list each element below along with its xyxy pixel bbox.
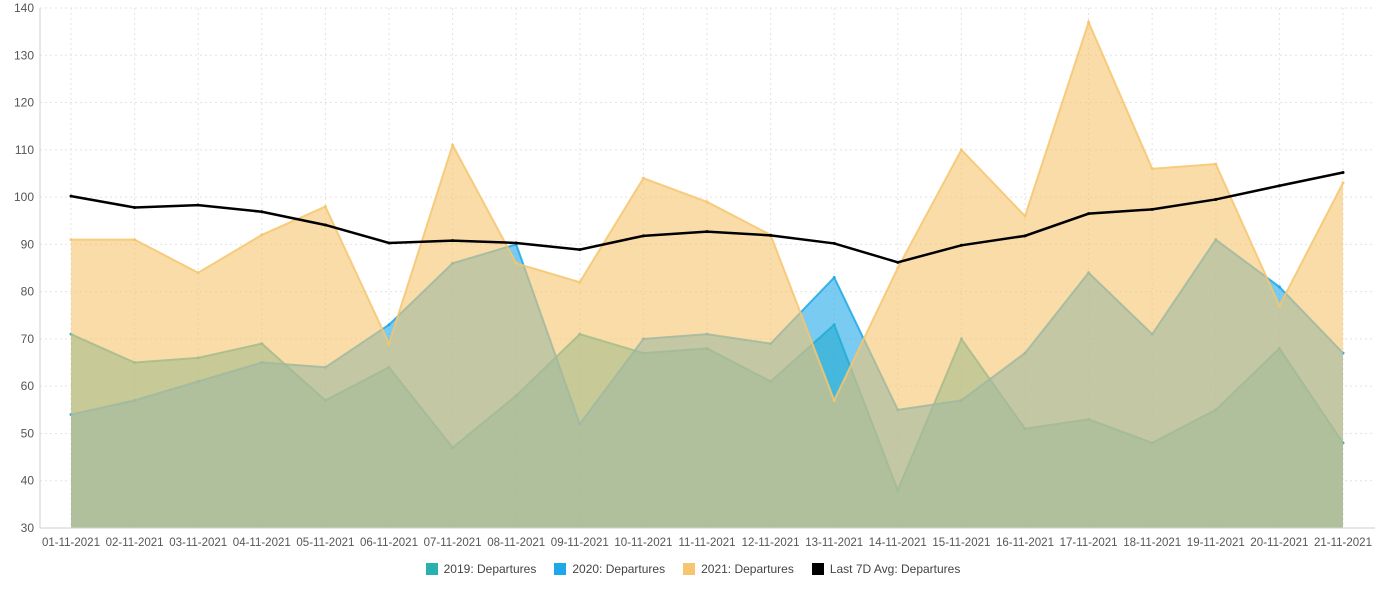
point-2020-departures xyxy=(387,323,391,327)
point-2021-departures xyxy=(641,176,645,180)
axes: 30 40 50 60 70 80 90 100 110 120 130 140 01-11-2021 0… xyxy=(14,1,1375,549)
point-last-7d-avg-departures xyxy=(1341,171,1345,175)
point-2021-departures xyxy=(832,398,836,402)
x-tick-label: 01-11-2021 xyxy=(42,537,100,549)
y-tick-label: 60 xyxy=(21,379,35,393)
point-2021-departures xyxy=(1087,20,1091,24)
y-tick-label: 50 xyxy=(21,426,35,440)
area-2021-departures xyxy=(71,22,1343,528)
point-2021-departures xyxy=(1150,167,1154,171)
point-2021-departures xyxy=(1023,214,1027,218)
legend: 2019: Departures 2020: Departures 2021: De… xyxy=(0,562,1386,576)
x-tick-label: 10-11-2021 xyxy=(614,537,672,549)
y-tick-label: 90 xyxy=(21,237,35,251)
x-tick-label: 08-11-2021 xyxy=(487,537,545,549)
point-last-7d-avg-departures xyxy=(387,241,391,245)
point-last-7d-avg-departures xyxy=(451,239,455,243)
x-tick-label: 16-11-2021 xyxy=(996,537,1054,549)
y-tick-label: 140 xyxy=(14,1,34,15)
point-2021-departures xyxy=(451,143,455,147)
y-tick-label: 80 xyxy=(21,285,35,299)
x-tick-label: 21-11-2021 xyxy=(1314,537,1372,549)
point-last-7d-avg-departures xyxy=(196,203,200,207)
x-tick-label: 13-11-2021 xyxy=(805,537,863,549)
x-tick-label: 19-11-2021 xyxy=(1187,537,1245,549)
legend-item-last-7d-avg-departures[interactable]: Last 7D Avg: Departures xyxy=(811,562,961,576)
x-tick-label: 06-11-2021 xyxy=(360,537,418,549)
point-last-7d-avg-departures xyxy=(1277,184,1281,188)
point-last-7d-avg-departures xyxy=(832,241,836,245)
point-last-7d-avg-departures xyxy=(514,241,518,245)
x-tick-label: 20-11-2021 xyxy=(1250,537,1308,549)
y-tick-label: 110 xyxy=(15,143,34,157)
point-last-7d-avg-departures xyxy=(1214,197,1218,201)
x-tick-label: 17-11-2021 xyxy=(1060,537,1118,549)
legend-swatch xyxy=(683,563,696,575)
y-tick-label: 70 xyxy=(21,332,35,346)
x-tick-label: 07-11-2021 xyxy=(424,537,482,549)
point-last-7d-avg-departures xyxy=(69,194,73,198)
point-2020-departures xyxy=(832,275,836,279)
avg-line-layer xyxy=(69,171,1345,264)
legend-label: 2021: Departures xyxy=(701,562,794,576)
legend-swatch xyxy=(811,563,824,575)
x-tick-label: 05-11-2021 xyxy=(296,537,354,549)
legend-label: Last 7D Avg: Departures xyxy=(829,562,961,576)
y-tick-label: 30 xyxy=(21,521,35,535)
point-2021-departures xyxy=(1341,181,1345,185)
point-last-7d-avg-departures xyxy=(959,243,963,247)
point-2021-departures xyxy=(514,261,518,265)
point-2021-departures xyxy=(896,266,900,270)
point-2021-departures xyxy=(387,342,391,346)
x-tick-label: 02-11-2021 xyxy=(106,537,164,549)
legend-label: 2019: Departures xyxy=(443,562,537,576)
legend-label: 2020: Departures xyxy=(572,562,666,576)
point-2021-departures xyxy=(323,205,327,209)
point-2021-departures xyxy=(133,238,137,242)
point-last-7d-avg-departures xyxy=(260,210,264,214)
point-2021-departures xyxy=(1214,162,1218,166)
point-last-7d-avg-departures xyxy=(641,234,645,238)
point-last-7d-avg-departures xyxy=(323,223,327,227)
point-last-7d-avg-departures xyxy=(1150,207,1154,211)
point-2021-departures xyxy=(196,271,200,275)
point-last-7d-avg-departures xyxy=(769,233,773,237)
x-tick-label: 14-11-2021 xyxy=(869,537,927,549)
point-2021-departures xyxy=(959,148,963,152)
x-tick-label: 04-11-2021 xyxy=(233,537,291,549)
legend-item-2020-departures[interactable]: 2020: Departures xyxy=(554,562,665,576)
point-2021-departures xyxy=(578,280,582,284)
point-2021-departures xyxy=(69,238,73,242)
point-2021-departures xyxy=(260,233,264,237)
y-tick-label: 130 xyxy=(14,48,34,62)
x-tick-label: 09-11-2021 xyxy=(551,537,609,549)
y-tick-label: 40 xyxy=(21,474,35,488)
x-tick-label: 12-11-2021 xyxy=(742,537,800,549)
x-tick-label: 11-11-2021 xyxy=(678,537,735,549)
point-last-7d-avg-departures xyxy=(1087,212,1091,216)
point-last-7d-avg-departures xyxy=(578,248,582,252)
point-2020-departures xyxy=(1277,285,1281,289)
point-last-7d-avg-departures xyxy=(896,260,900,264)
x-tick-label: 15-11-2021 xyxy=(932,537,990,549)
x-tick-label: 18-11-2021 xyxy=(1123,537,1181,549)
series-areas xyxy=(69,19,1345,529)
point-last-7d-avg-departures xyxy=(705,230,709,234)
point-last-7d-avg-departures xyxy=(133,205,137,209)
y-tick-label: 120 xyxy=(14,96,34,110)
legend-swatch xyxy=(554,563,567,575)
legend-item-2019-departures[interactable]: 2019: Departures xyxy=(425,562,537,576)
x-tick-label: 03-11-2021 xyxy=(169,537,227,549)
y-tick-label: 100 xyxy=(14,190,34,204)
point-2021-departures xyxy=(1277,304,1281,308)
point-2021-departures xyxy=(705,200,709,204)
legend-swatch xyxy=(425,563,438,575)
point-last-7d-avg-departures xyxy=(1023,234,1027,238)
legend-item-2021-departures[interactable]: 2021: Departures xyxy=(683,562,794,576)
